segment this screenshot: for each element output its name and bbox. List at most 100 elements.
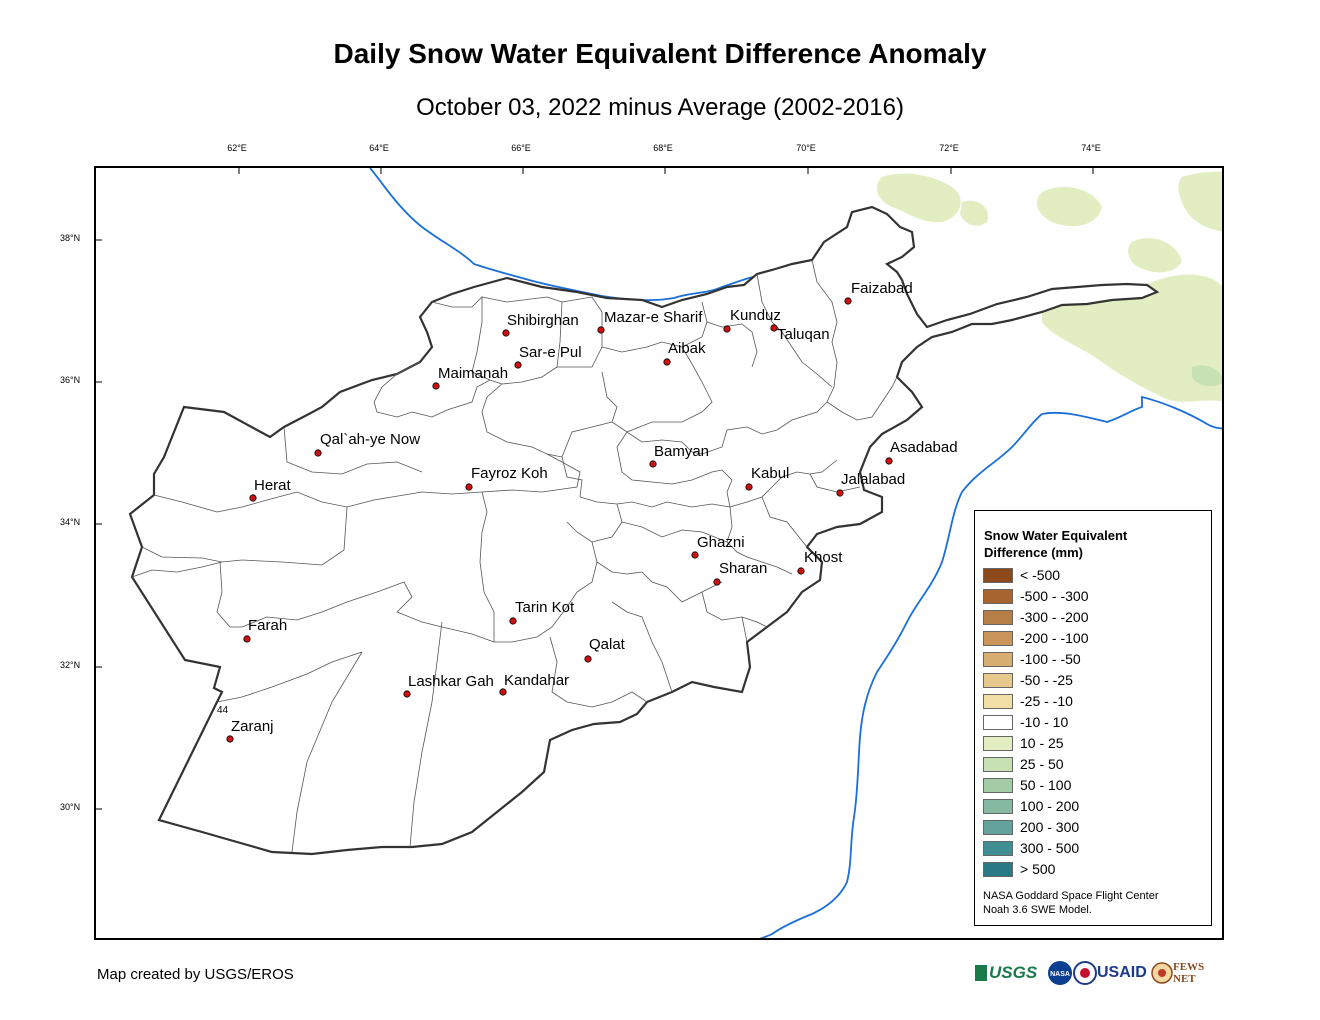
city-label-taluqan: Taluqan — [777, 326, 830, 343]
lat-tick-34: 34°N — [60, 517, 81, 527]
city-label-kunduz: Kunduz — [730, 307, 781, 324]
usaid-logo: USAID — [1097, 964, 1147, 981]
city-markers — [226, 297, 893, 743]
legend-item: -25 - -10 — [983, 692, 1073, 710]
legend-label: -25 - -10 — [1020, 693, 1073, 709]
usgs-logo: USGS — [975, 958, 1037, 988]
legend-item: 50 - 100 — [983, 776, 1071, 794]
rivers — [369, 168, 1222, 938]
legend-swatch — [983, 840, 1013, 856]
city-label-fayroz-koh: Fayroz Koh — [471, 465, 548, 482]
legend-item: -50 - -25 — [983, 671, 1073, 689]
stray-map-label: 44 — [217, 705, 229, 716]
city-label-kabul: Kabul — [751, 465, 790, 482]
legend-item: -100 - -50 — [983, 650, 1081, 668]
fewsnet-logo: FEWS NET — [1173, 961, 1205, 985]
legend-label: 10 - 25 — [1020, 735, 1064, 751]
lat-tick-38: 38°N — [60, 233, 81, 243]
lat-tick-32: 32°N — [60, 660, 81, 670]
legend-swatch — [983, 567, 1013, 583]
legend-label: 300 - 500 — [1020, 840, 1080, 856]
legend-label: -500 - -300 — [1020, 588, 1089, 604]
legend: Snow Water Equivalent Difference (mm) < … — [974, 510, 1212, 926]
legend-label: < -500 — [1020, 567, 1061, 583]
snow-patches — [876, 171, 1222, 402]
legend-item: -200 - -100 — [983, 629, 1088, 647]
city-label-kandahar: Kandahar — [504, 672, 570, 689]
usaid-seal-icon — [1073, 958, 1097, 988]
legend-swatch — [983, 756, 1013, 772]
legend-title: Snow Water Equivalent Difference (mm) — [984, 527, 1127, 561]
legend-item: 10 - 25 — [983, 734, 1064, 752]
legend-swatch — [983, 630, 1013, 646]
footer-credit: Map created by USGS/EROS — [97, 966, 294, 983]
legend-title-line2: Difference (mm) — [984, 545, 1083, 560]
legend-label: -100 - -50 — [1020, 651, 1081, 667]
city-label-farah: Farah — [248, 617, 288, 634]
city-label-tarin-kot: Tarin Kot — [515, 599, 575, 616]
legend-label: 200 - 300 — [1020, 819, 1080, 835]
legend-credit-line2: Noah 3.6 SWE Model. — [983, 904, 1092, 916]
map-title: Daily Snow Water Equivalent Difference A… — [333, 38, 987, 69]
legend-swatch — [983, 714, 1013, 730]
lon-tick-64: 64°E — [369, 143, 389, 153]
lon-tick-70: 70°E — [796, 143, 816, 153]
map-subtitle: October 03, 2022 minus Average (2002-201… — [416, 94, 904, 121]
city-label-faizabad: Faizabad — [851, 280, 913, 297]
legend-swatch — [983, 588, 1013, 604]
legend-swatch — [983, 693, 1013, 709]
lon-tick-62: 62°E — [227, 143, 247, 153]
city-label-shibirghan: Shibirghan — [507, 312, 579, 329]
legend-label: 25 - 50 — [1020, 756, 1064, 772]
lat-tick-30: 30°N — [60, 802, 81, 812]
legend-item: 25 - 50 — [983, 755, 1064, 773]
legend-swatch — [983, 609, 1013, 625]
city-label-herat: Herat — [254, 477, 291, 494]
legend-item: 300 - 500 — [983, 839, 1079, 857]
legend-label: > 500 — [1020, 861, 1056, 877]
legend-label: 50 - 100 — [1020, 777, 1072, 793]
province-boundaries — [131, 259, 898, 853]
legend-item: -300 - -200 — [983, 608, 1088, 626]
city-label-aibak: Aibak — [668, 340, 706, 357]
legend-label: -300 - -200 — [1020, 609, 1089, 625]
legend-swatch — [983, 777, 1013, 793]
city-label-zaranj: Zaranj — [231, 718, 274, 735]
lon-tick-72: 72°E — [939, 143, 959, 153]
svg-text:NASA: NASA — [1050, 971, 1070, 978]
legend-title-line1: Snow Water Equivalent — [984, 528, 1128, 543]
city-label-mazar-e-sharif: Mazar-e Sharif — [604, 309, 703, 326]
lat-tick-36: 36°N — [60, 375, 81, 385]
map-canvas — [96, 168, 1222, 938]
city-label-qalah-ye-now: Qal`ah-ye Now — [320, 431, 421, 448]
legend-label: -200 - -100 — [1020, 630, 1089, 646]
city-label-jalalabad: Jalalabad — [841, 471, 906, 488]
city-label-sar-e-pul: Sar-e Pul — [519, 344, 582, 361]
nasa-logo: NASA — [1047, 958, 1073, 988]
fewsnet-seal-icon — [1151, 958, 1173, 988]
legend-swatch — [983, 651, 1013, 667]
legend-label: 100 - 200 — [1020, 798, 1080, 814]
country-border — [128, 205, 1160, 856]
lon-tick-74: 74°E — [1081, 143, 1101, 153]
city-label-asadabad: Asadabad — [890, 439, 958, 456]
legend-swatch — [983, 819, 1013, 835]
city-label-khost: Khost — [804, 549, 843, 566]
city-label-lashkar-gah: Lashkar Gah — [408, 673, 494, 690]
legend-item: -10 - 10 — [983, 713, 1068, 731]
legend-item: -500 - -300 — [983, 587, 1088, 605]
legend-item: 200 - 300 — [983, 818, 1079, 836]
legend-item: 100 - 200 — [983, 797, 1079, 815]
legend-swatch — [983, 798, 1013, 814]
legend-item: > 500 — [983, 860, 1055, 878]
legend-item: < -500 — [983, 566, 1060, 584]
lon-tick-68: 68°E — [653, 143, 673, 153]
lon-tick-66: 66°E — [511, 143, 531, 153]
city-label-sharan: Sharan — [719, 560, 768, 577]
city-label-bamyan: Bamyan — [654, 443, 710, 460]
legend-swatch — [983, 735, 1013, 751]
legend-credit: NASA Goddard Space Flight Center Noah 3.… — [983, 889, 1158, 917]
legend-label: -10 - 10 — [1020, 714, 1069, 730]
city-label-maimanah: Maimanah — [438, 365, 509, 382]
legend-swatch — [983, 861, 1013, 877]
